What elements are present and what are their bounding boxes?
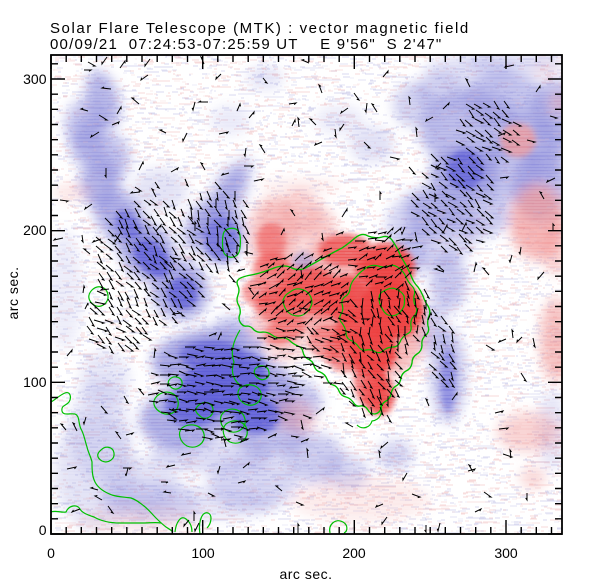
svg-text:0: 0	[39, 522, 47, 538]
svg-text:100: 100	[191, 545, 215, 561]
svg-text:arc sec.: arc sec.	[5, 266, 21, 319]
svg-text:300: 300	[494, 545, 518, 561]
svg-text:100: 100	[23, 374, 47, 390]
svg-text:00/09/21 07:24:53-07:25:59 UT: 00/09/21 07:24:53-07:25:59 UT E 9'56" S …	[50, 36, 442, 53]
svg-text:200: 200	[342, 545, 366, 561]
svg-text:200: 200	[23, 222, 47, 238]
svg-text:0: 0	[47, 545, 55, 561]
svg-text:300: 300	[23, 71, 47, 87]
svg-text:Solar Flare Telescope (MTK) :: Solar Flare Telescope (MTK) : vector mag…	[50, 20, 470, 37]
svg-text:arc sec.: arc sec.	[279, 566, 332, 582]
